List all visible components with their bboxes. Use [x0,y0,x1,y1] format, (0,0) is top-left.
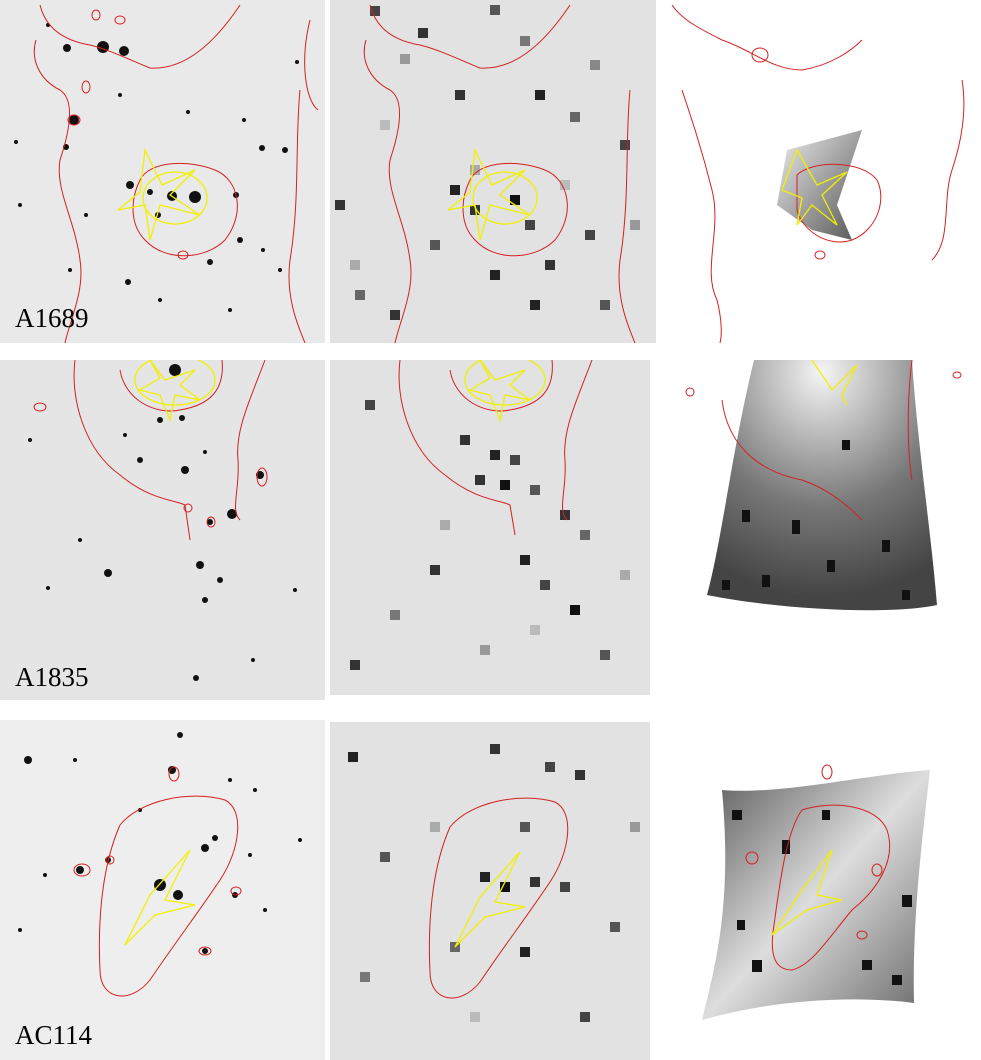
source-reconstruction-ac114 [662,720,981,1060]
observed-image-ac114-svg [0,720,325,1060]
source-plane-map [702,770,930,1020]
critical-curves [33,4,319,343]
caustics [464,360,546,423]
source-reconstruction-ac114-svg [662,720,981,1060]
critical-curves [428,797,569,999]
caustics [454,851,526,948]
observed-image-a1689 [0,0,325,343]
pixelated-map-ac114-svg [330,722,650,1060]
caustics [771,849,843,936]
pixelated-map-a1835 [330,360,650,695]
pixelated-map-a1835-svg [330,360,650,695]
caustics [134,360,216,423]
observed-image-a1835 [0,360,325,700]
pixelated-map-a1689-svg [330,0,656,343]
source-reconstruction-a1835-svg [662,360,981,700]
critical-curves [398,360,593,536]
pixel-grid [732,810,912,985]
observed-image-a1689-svg [0,0,325,343]
cluster-label-a1689: A1689 [15,303,89,333]
cluster-label-a1835: A1835 [15,662,89,692]
pixel-grid [335,5,640,320]
critical-curves [33,360,268,541]
cluster-label-ac114: AC114 [15,1020,93,1050]
pixel-grid [348,744,640,1022]
pixelated-map-ac114 [330,722,650,1060]
caustics [781,148,848,226]
caustics [447,147,538,241]
galaxies [28,364,297,681]
caustics [811,360,858,406]
critical-curves [685,360,962,521]
critical-curves [671,4,965,343]
caustics [124,849,196,946]
pixel-grid [350,400,630,670]
source-plane-map [777,130,862,240]
source-reconstruction-a1835 [662,360,981,700]
source-reconstruction-a1689 [662,0,981,343]
observed-image-a1835-svg [0,360,325,700]
pixel-grid [722,440,910,600]
critical-curves [745,764,891,971]
caustics [117,147,208,241]
critical-curves [363,4,636,343]
source-plane-map [707,360,937,611]
pixelated-map-a1689 [330,0,656,343]
critical-curves [73,766,242,997]
source-reconstruction-a1689-svg [662,0,981,343]
observed-image-ac114 [0,720,325,1060]
